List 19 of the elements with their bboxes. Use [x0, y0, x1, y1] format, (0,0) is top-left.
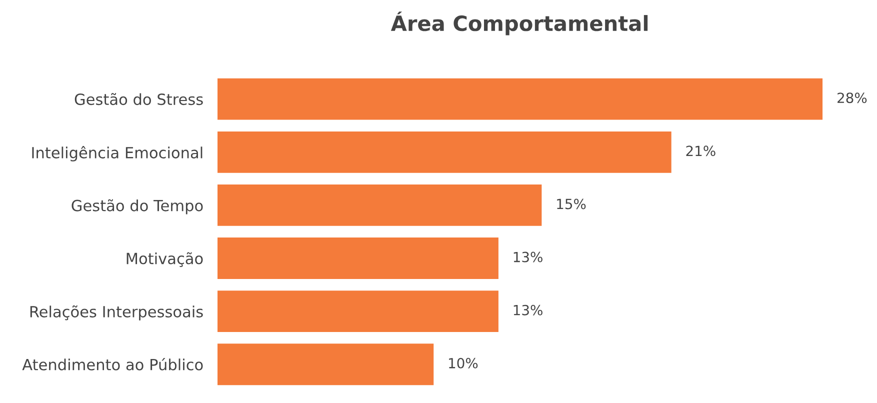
chart-title: Área Comportamental — [390, 12, 648, 36]
data-label: 15% — [557, 198, 586, 210]
bar — [217, 131, 672, 173]
bar — [217, 290, 498, 332]
data-label: 10% — [449, 358, 478, 368]
data-label: 13% — [514, 252, 542, 262]
bar — [217, 78, 823, 120]
y-tick-label: Gestão do Tempo — [72, 199, 203, 214]
bar — [217, 344, 434, 386]
y-tick-label: Motivação — [126, 252, 203, 268]
bar — [217, 184, 542, 226]
y-tick-label: Inteligência Emocional — [32, 146, 202, 162]
y-tick-label: Relações Interpessoais — [30, 305, 203, 320]
bar — [217, 238, 498, 279]
data-label: 13% — [514, 304, 542, 316]
y-tick-label: Atendimento ao Público — [22, 358, 203, 370]
data-label: 28% — [838, 92, 867, 104]
data-label: 21% — [686, 146, 716, 156]
y-tick-label: Gestão do Stress — [74, 93, 203, 106]
